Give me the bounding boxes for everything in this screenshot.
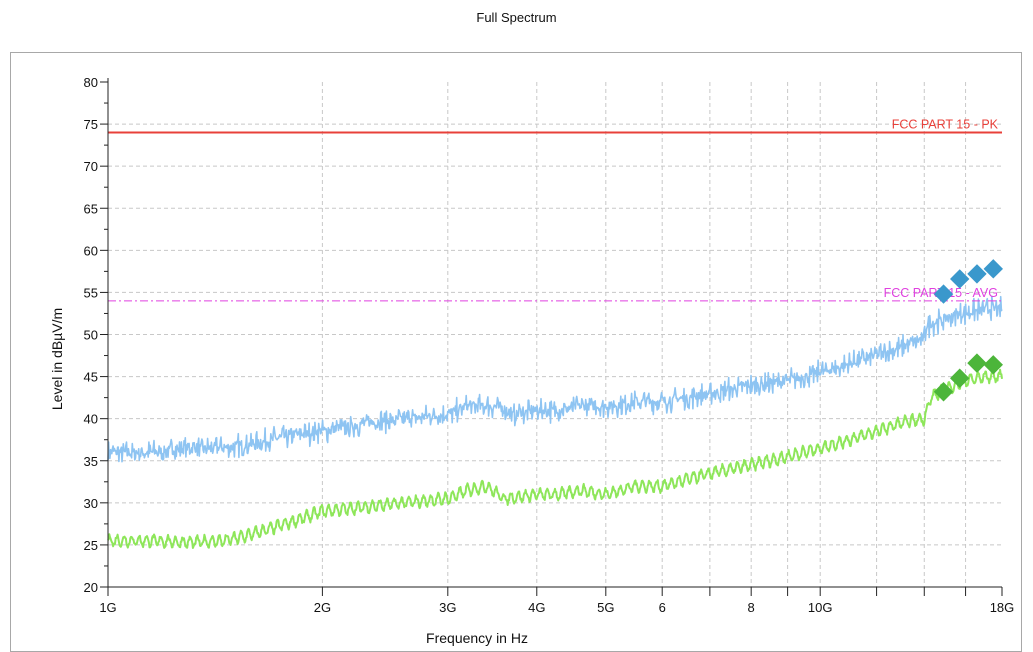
x-tick-label: 5G (597, 600, 614, 615)
y-tick-label: 40 (84, 412, 98, 427)
x-tick-label: 6 (659, 600, 666, 615)
markers (933, 259, 1003, 402)
y-tick-label: 55 (84, 285, 98, 300)
x-tick-label: 18G (990, 600, 1015, 615)
series-line-0 (107, 295, 1003, 463)
series-layer (107, 295, 1003, 549)
x-tick-label: 8 (748, 600, 755, 615)
y-tick-label: 65 (84, 201, 98, 216)
y-tick-label: 45 (84, 370, 98, 385)
y-axis-label: Level in dBµV/m (49, 308, 65, 410)
diamond-marker (967, 353, 987, 373)
x-axis-label: Frequency in Hz (426, 630, 528, 646)
diamond-marker (983, 259, 1003, 279)
x-tick-label: 2G (314, 600, 331, 615)
x-tick-label: 1G (99, 600, 116, 615)
y-tick-label: 70 (84, 159, 98, 174)
y-tick-label: 20 (84, 580, 98, 595)
chart-panel: FCC PART 15 - PK FCC PART 15 - AVG 20 25 30… (10, 52, 1022, 652)
y-tick-label: 50 (84, 328, 98, 343)
y-tick-label: 30 (84, 496, 98, 511)
y-tick-label: 25 (84, 538, 98, 553)
diamond-marker (950, 269, 970, 289)
grid (108, 82, 1002, 587)
y-tick-label: 80 (84, 75, 98, 90)
y-tick-label: 60 (84, 243, 98, 258)
diamond-marker (983, 355, 1003, 375)
diamond-marker (950, 368, 970, 388)
x-tick-label: 10G (808, 600, 833, 615)
diamond-marker (967, 264, 987, 284)
axes: 20 25 30 35 40 45 50 55 60 65 70 75 80 1G 2G 3G 4G 5G 6 8 10… (84, 75, 1015, 615)
x-tick-label: 4G (528, 600, 545, 615)
series-line-1 (107, 368, 1003, 549)
y-tick-label: 35 (84, 454, 98, 469)
diamond-marker (933, 382, 954, 402)
limit-line-label-0: FCC PART 15 - PK (892, 118, 999, 132)
x-tick-label: 3G (439, 600, 456, 615)
y-tick-label: 75 (84, 117, 98, 132)
chart-title: Full Spectrum (476, 10, 557, 25)
diamond-marker (933, 284, 954, 304)
